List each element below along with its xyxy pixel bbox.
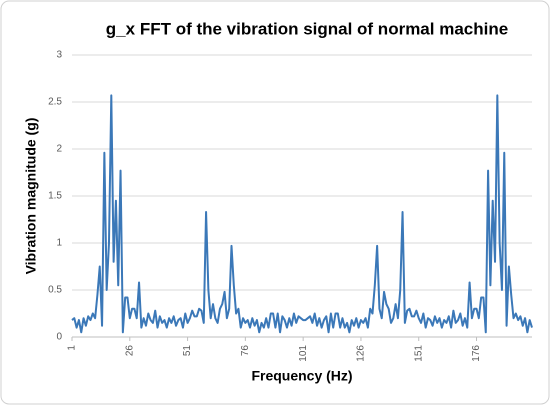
y-tick-label: 3 — [56, 50, 62, 61]
y-axis-label: Vibration magnitude (g) — [23, 118, 39, 275]
y-tick-label: 2.5 — [48, 97, 62, 108]
x-tick-label: 101 — [298, 345, 309, 362]
x-tick-label: 176 — [471, 345, 482, 362]
x-tick-label: 126 — [356, 345, 367, 362]
x-axis-label: Frequency (Hz) — [251, 368, 352, 384]
x-tick-label: 26 — [124, 345, 135, 357]
x-tick-label: 51 — [182, 345, 193, 357]
chart-title: g_x FFT of the vibration signal of norma… — [106, 19, 508, 38]
x-tick-label: 151 — [413, 345, 424, 362]
y-tick-label: 1.5 — [48, 191, 62, 202]
y-tick-label: 0 — [56, 332, 62, 343]
y-tick-label: 1 — [56, 238, 62, 249]
data-line — [71, 94, 533, 334]
x-tick-label: 1 — [67, 345, 78, 351]
y-tick-label: 2 — [56, 144, 62, 155]
x-tick-label: 76 — [240, 345, 251, 357]
y-tick-label: 0.5 — [48, 285, 62, 296]
